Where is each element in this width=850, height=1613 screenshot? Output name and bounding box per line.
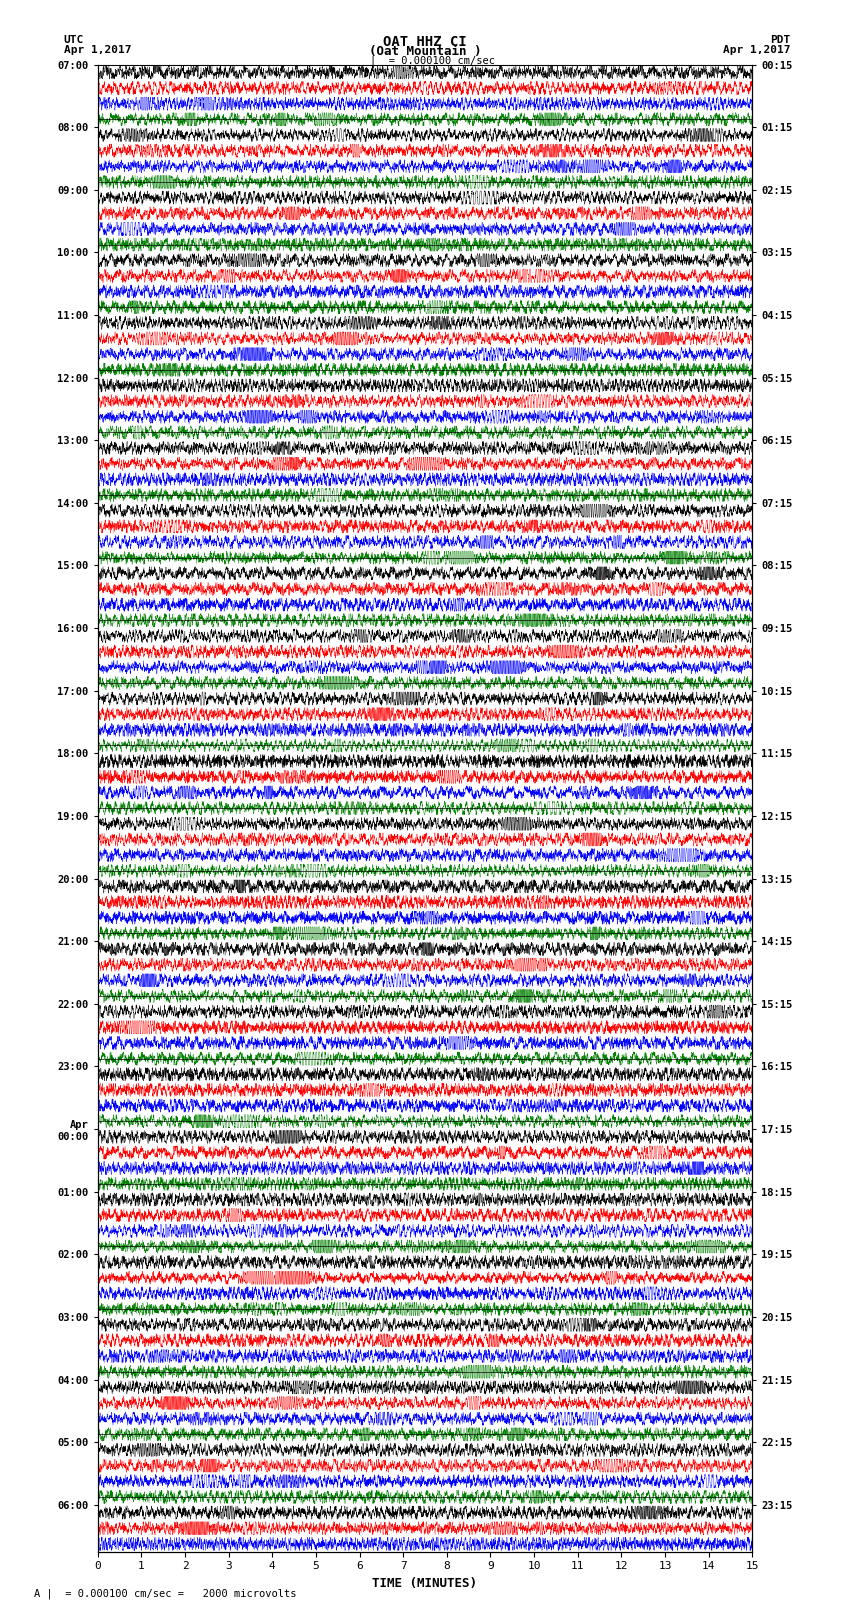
Text: (Oat Mountain ): (Oat Mountain ) [369,45,481,58]
Text: OAT HHZ CI: OAT HHZ CI [383,35,467,48]
Text: A |  = 0.000100 cm/sec =   2000 microvolts: A | = 0.000100 cm/sec = 2000 microvolts [34,1589,297,1600]
X-axis label: TIME (MINUTES): TIME (MINUTES) [372,1578,478,1590]
Text: Apr 1,2017: Apr 1,2017 [723,45,791,55]
Text: Apr 1,2017: Apr 1,2017 [64,45,131,55]
Text: |  = 0.000100 cm/sec: | = 0.000100 cm/sec [370,56,495,66]
Text: PDT: PDT [770,35,790,45]
Text: UTC: UTC [64,35,84,45]
